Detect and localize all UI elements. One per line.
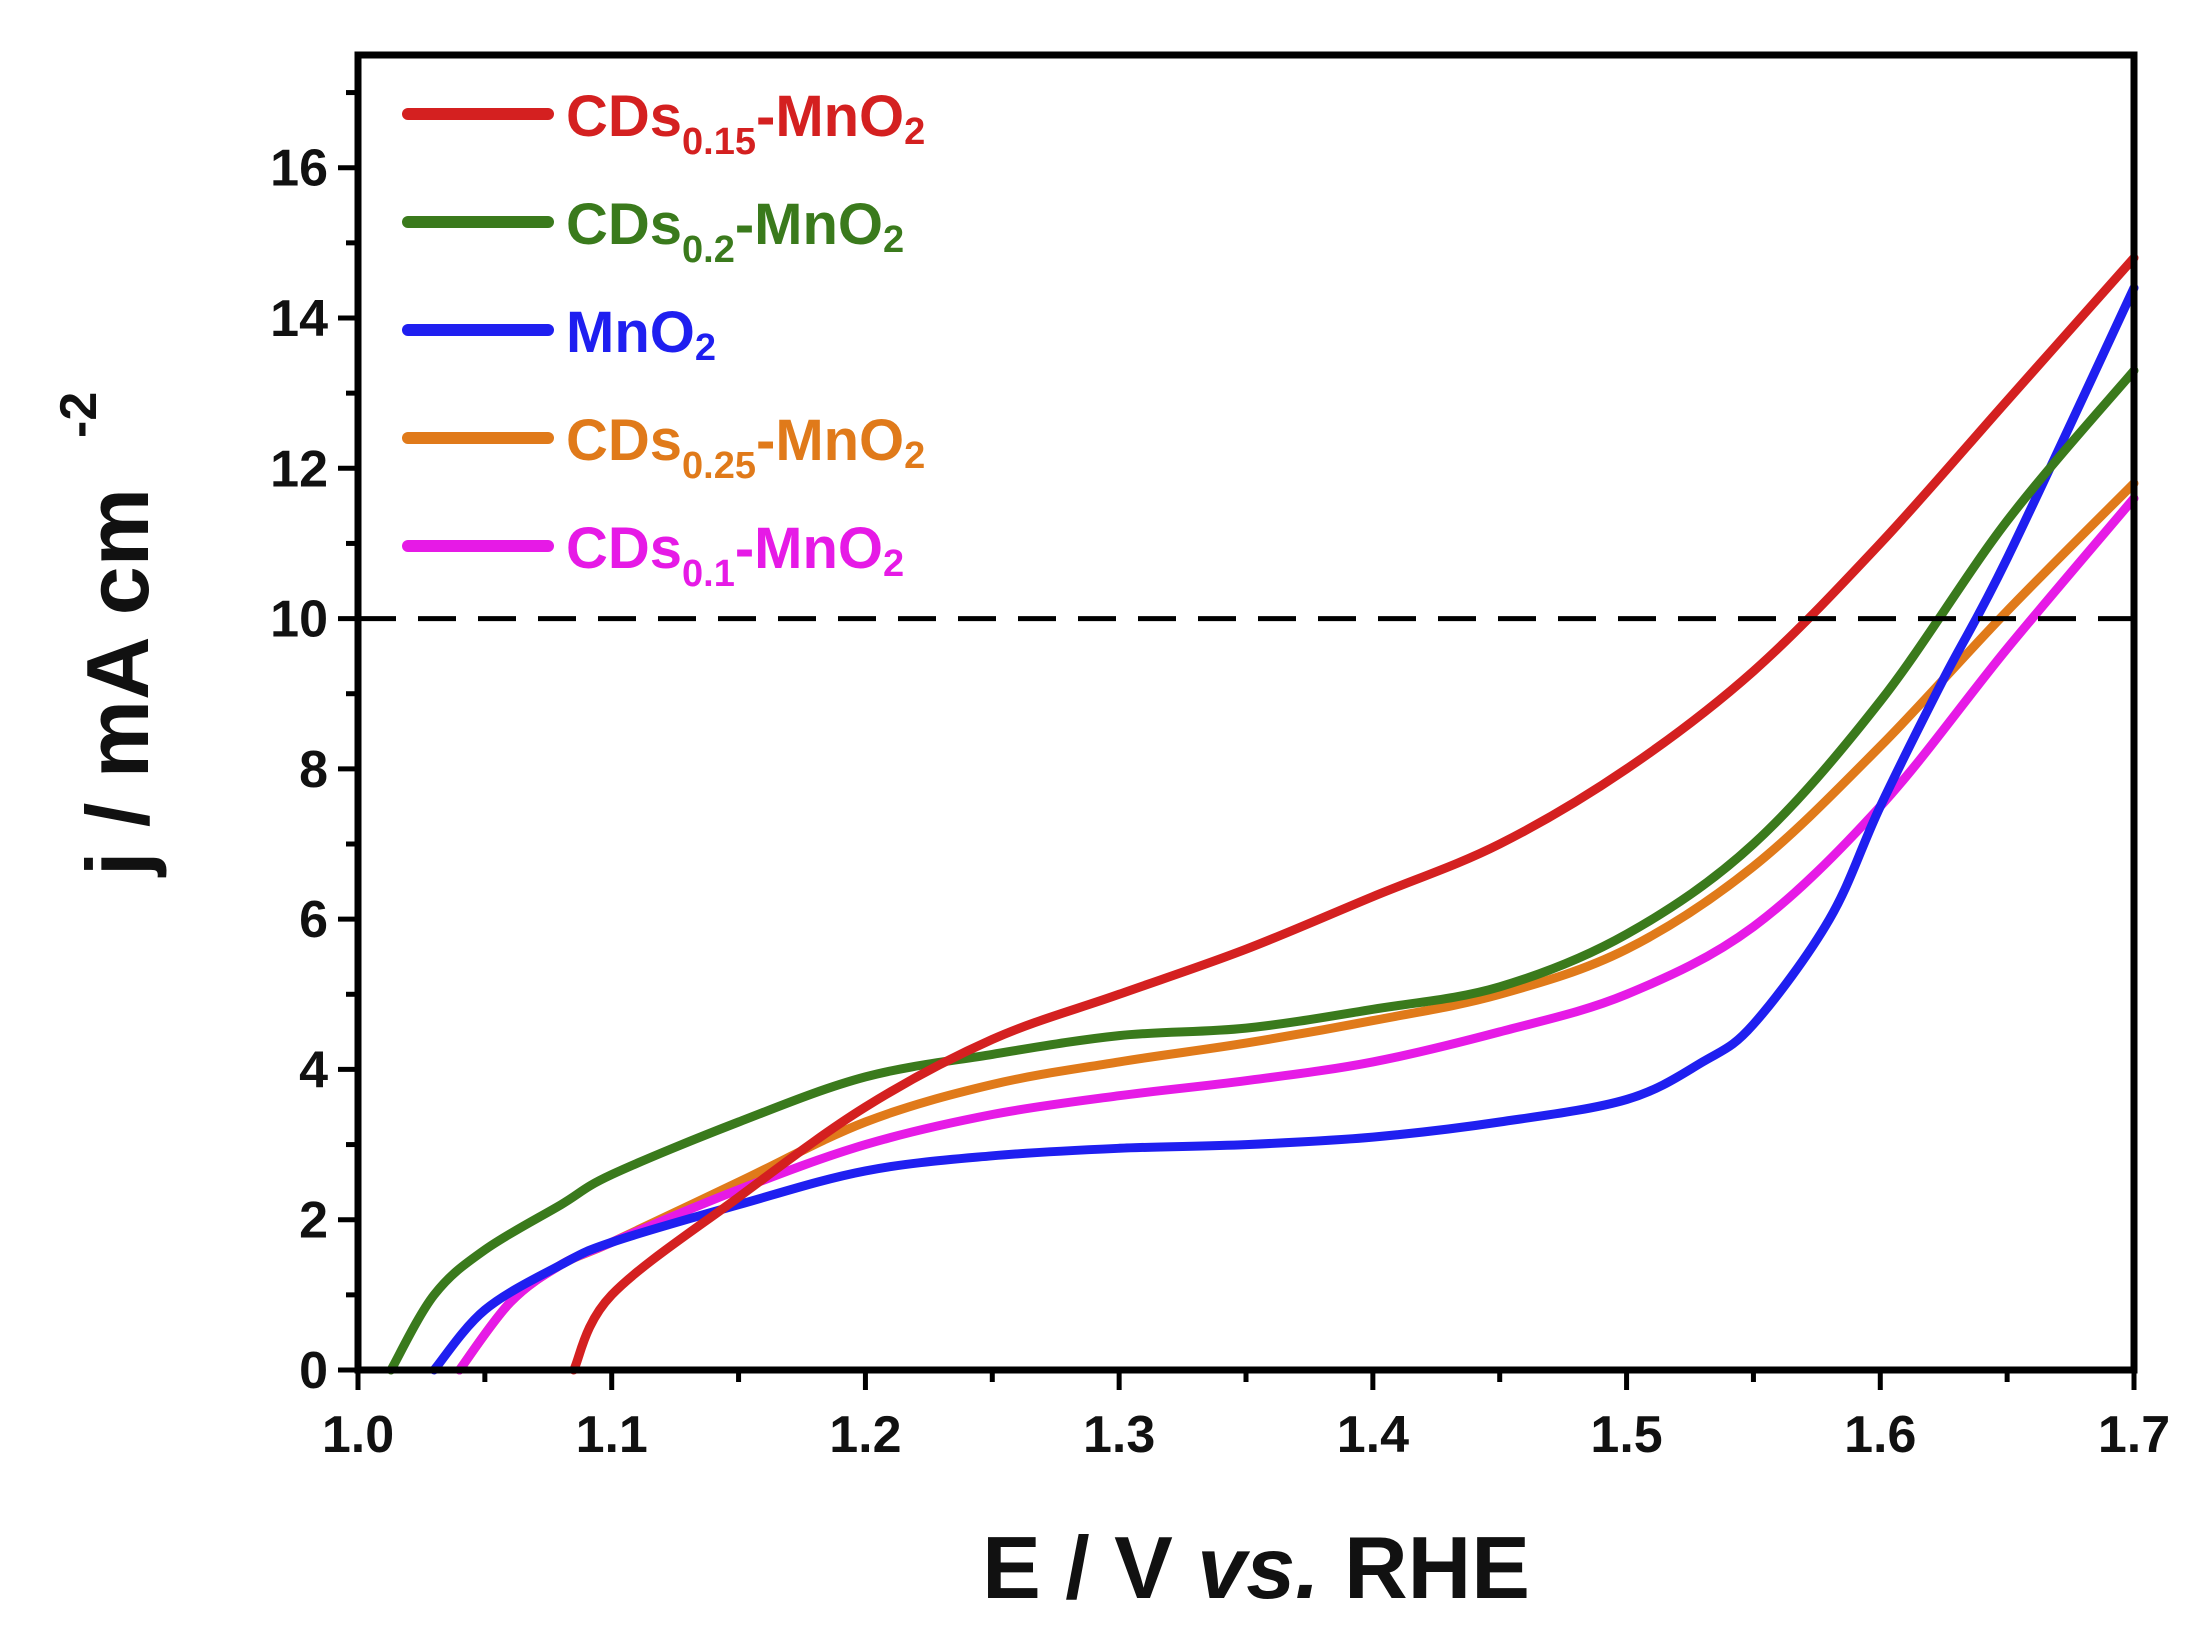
legend-label-base: CDs <box>566 84 682 149</box>
x-tick-label: 1.4 <box>1337 1406 1409 1464</box>
x-axis-title: E / V vs. RHE <box>982 1518 1530 1617</box>
legend-label-subscript-2: 2 <box>904 435 925 477</box>
y-tick-label: 10 <box>270 591 328 649</box>
x-tick-label: 1.1 <box>576 1406 648 1464</box>
x-tick-label: 1.6 <box>1844 1406 1916 1464</box>
x-tick-label: 1.0 <box>322 1406 394 1464</box>
y-axis: 0 2 4 6 8 10 12 14 16 <box>270 90 358 1400</box>
legend-label: CDs0.15-MnO2 <box>566 84 925 163</box>
series-line-mno2 <box>429 283 2139 1375</box>
legend-label-subscript: 0.2 <box>682 229 735 271</box>
legend-label-subscript-2: 2 <box>904 111 925 153</box>
legend-label-subscript: 0.1 <box>682 553 735 595</box>
x-axis-title-prefix: E / V <box>982 1518 1197 1617</box>
x-axis-title-italic: vs. <box>1197 1518 1319 1617</box>
y-tick-label: 16 <box>270 140 328 198</box>
legend-label: MnO2 <box>566 300 716 369</box>
legend: CDs0.15-MnO2CDs0.2-MnO2MnO2CDs0.25-MnO2C… <box>402 84 925 595</box>
legend-label-base: MnO <box>566 300 695 365</box>
legend-label: CDs0.2-MnO2 <box>566 192 904 271</box>
y-tick-label: 12 <box>270 440 328 498</box>
x-tick-label: 1.7 <box>2098 1406 2170 1464</box>
series-line-cds0-2-mno2 <box>386 366 2139 1375</box>
legend-label-base: CDs <box>566 408 682 473</box>
legend-label-tail: -MnO <box>735 192 883 257</box>
y-tick-label: 8 <box>299 741 328 799</box>
y-tick-label: 4 <box>299 1041 328 1099</box>
legend-label: CDs0.25-MnO2 <box>566 408 925 487</box>
x-tick-label: 1.3 <box>1083 1406 1155 1464</box>
series-line-cds0-15-mno2 <box>569 253 2139 1375</box>
legend-label-tail: -MnO <box>735 516 883 581</box>
y-tick-label: 0 <box>299 1342 328 1400</box>
legend-label-subscript-2: 2 <box>883 219 904 261</box>
legend-label-base: CDs <box>566 516 682 581</box>
legend-label-base: CDs <box>566 192 682 257</box>
legend-label-subscript: 0.15 <box>682 121 756 163</box>
y-axis-title-group: j / mA cm -2 <box>50 392 167 878</box>
x-tick-label: 1.5 <box>1590 1406 1662 1464</box>
legend-label-tail: -MnO <box>756 84 904 149</box>
legend-label-subscript-2: 2 <box>695 327 716 369</box>
y-tick-label: 6 <box>299 891 328 949</box>
legend-label: CDs0.1-MnO2 <box>566 516 904 595</box>
legend-label-tail: -MnO <box>756 408 904 473</box>
legend-label-subscript-2: 2 <box>883 543 904 585</box>
y-axis-title-superscript: -2 <box>50 392 108 438</box>
y-tick-label: 2 <box>299 1192 328 1250</box>
x-axis: 1.0 1.1 1.2 1.3 1.4 1.5 1.6 1.7 <box>322 1370 2170 1464</box>
x-axis-title-suffix: RHE <box>1320 1518 1530 1617</box>
x-tick-label: 1.2 <box>829 1406 901 1464</box>
y-tick-label: 14 <box>270 290 328 348</box>
data-layer <box>386 253 2139 1375</box>
y-axis-title: j / mA cm <box>68 488 167 878</box>
legend-label-subscript: 0.25 <box>682 445 756 487</box>
